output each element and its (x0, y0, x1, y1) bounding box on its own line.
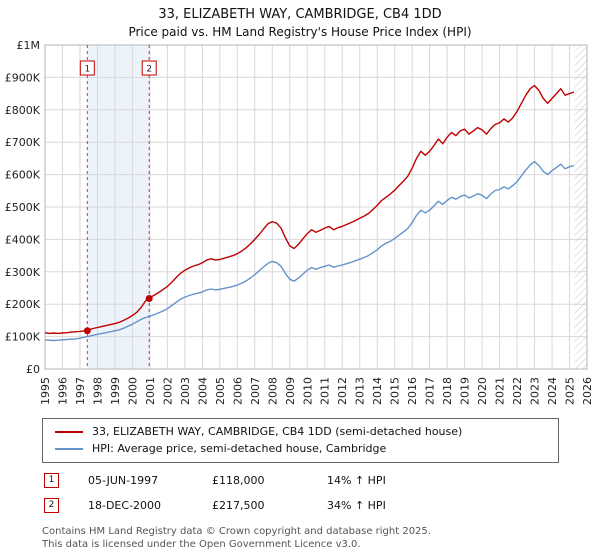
sale-flag-box (141, 60, 157, 76)
svg-text:£1M: £1M (17, 39, 41, 52)
plot-border (44, 44, 588, 370)
svg-text:£400K: £400K (5, 233, 41, 246)
svg-text:2018: 2018 (441, 377, 454, 405)
transaction-date: 18-DEC-2000 (88, 499, 162, 512)
svg-text:2016: 2016 (406, 377, 419, 405)
legend-item-price-paid: 33, ELIZABETH WAY, CAMBRIDGE, CB4 1DD (s… (55, 423, 552, 440)
svg-text:2006: 2006 (231, 377, 244, 405)
svg-text:£300K: £300K (5, 266, 41, 279)
svg-text:2017: 2017 (424, 377, 437, 405)
svg-text:2007: 2007 (249, 377, 262, 405)
svg-text:2023: 2023 (529, 377, 542, 405)
svg-text:2008: 2008 (266, 377, 279, 405)
transaction-number-badge: 2 (44, 498, 59, 513)
svg-text:1995: 1995 (39, 377, 52, 405)
y-axis-labels: £0 £100K £200K £300K £400K £500K £600K £700K £80… (5, 39, 41, 376)
transaction-hpi-change: 34% ↑ HPI (327, 499, 386, 512)
svg-text:£600K: £600K (5, 169, 41, 182)
license-footer: Contains HM Land Registry data © Crown c… (42, 525, 600, 551)
footer-line-2: This data is licensed under the Open Gov… (42, 539, 361, 550)
svg-text:2012: 2012 (336, 377, 349, 405)
legend-item-hpi: HPI: Average price, semi-detached house,… (55, 440, 552, 457)
page-title: 33, ELIZABETH WAY, CAMBRIDGE, CB4 1DD (158, 7, 442, 22)
svg-text:2019: 2019 (459, 377, 472, 405)
svg-text:1999: 1999 (109, 377, 122, 405)
future-hatch-region (574, 45, 587, 369)
transaction-row: 2 18-DEC-2000 £217,500 34% ↑ HPI (44, 498, 600, 513)
footer-line-1: Contains HM Land Registry data © Crown c… (42, 526, 431, 537)
svg-text:2022: 2022 (511, 377, 524, 405)
sale-flag-number: 2 (146, 65, 152, 75)
sale-flag-number: 1 (84, 65, 90, 75)
svg-text:2020: 2020 (476, 377, 489, 405)
price-paid-line (44, 84, 575, 335)
svg-text:2003: 2003 (179, 377, 192, 405)
svg-text:2011: 2011 (319, 377, 332, 405)
svg-text:2015: 2015 (389, 377, 402, 405)
transaction-date: 05-JUN-1997 (88, 474, 159, 487)
svg-text:1997: 1997 (74, 377, 87, 405)
chart-legend: 33, ELIZABETH WAY, CAMBRIDGE, CB4 1DD (s… (42, 418, 559, 463)
hpi-line (44, 160, 575, 342)
gridlines (44, 44, 588, 370)
legend-label-price-paid: 33, ELIZABETH WAY, CAMBRIDGE, CB4 1DD (s… (92, 425, 463, 438)
transaction-price: £217,500 (212, 499, 265, 512)
svg-text:1998: 1998 (91, 377, 104, 405)
legend-label-hpi: HPI: Average price, semi-detached house,… (92, 442, 387, 455)
svg-text:2013: 2013 (354, 377, 367, 405)
svg-text:2026: 2026 (581, 377, 594, 405)
svg-text:2005: 2005 (214, 377, 227, 405)
svg-text:2024: 2024 (546, 377, 559, 405)
svg-text:2001: 2001 (144, 377, 157, 405)
svg-text:£200K: £200K (5, 298, 41, 311)
svg-text:2025: 2025 (564, 377, 577, 405)
transaction-row: 1 05-JUN-1997 £118,000 14% ↑ HPI (44, 473, 600, 488)
x-axis-labels: 1995 1996 1997 1998 1999 2000 2001 2002 2003 2004… (39, 377, 594, 405)
transaction-hpi-change: 14% ↑ HPI (327, 474, 386, 487)
svg-text:£800K: £800K (5, 104, 41, 117)
sale-marker (83, 327, 91, 335)
svg-text:2004: 2004 (196, 377, 209, 405)
svg-text:£0: £0 (26, 363, 40, 376)
hpi-line-swatch (55, 447, 83, 450)
svg-text:£700K: £700K (5, 136, 41, 149)
svg-text:2009: 2009 (284, 377, 297, 405)
price-history-chart: £0 £100K £200K £300K £400K £500K £600K £700K £80… (5, 39, 594, 405)
svg-text:1996: 1996 (56, 377, 69, 405)
svg-text:2002: 2002 (161, 377, 174, 405)
page-subtitle: Price paid vs. HM Land Registry's House … (128, 25, 472, 39)
transaction-price: £118,000 (212, 474, 265, 487)
svg-text:2014: 2014 (371, 377, 384, 405)
svg-text:£500K: £500K (5, 201, 41, 214)
svg-text:£900K: £900K (5, 71, 41, 84)
sale-marker (145, 295, 153, 303)
svg-text:2010: 2010 (301, 377, 314, 405)
transaction-number-badge: 1 (44, 473, 59, 488)
svg-text:2000: 2000 (126, 377, 139, 405)
sale-flag-box (79, 60, 95, 76)
svg-text:£100K: £100K (5, 331, 41, 344)
price-paid-line-swatch (55, 430, 83, 433)
svg-text:2021: 2021 (494, 377, 507, 405)
